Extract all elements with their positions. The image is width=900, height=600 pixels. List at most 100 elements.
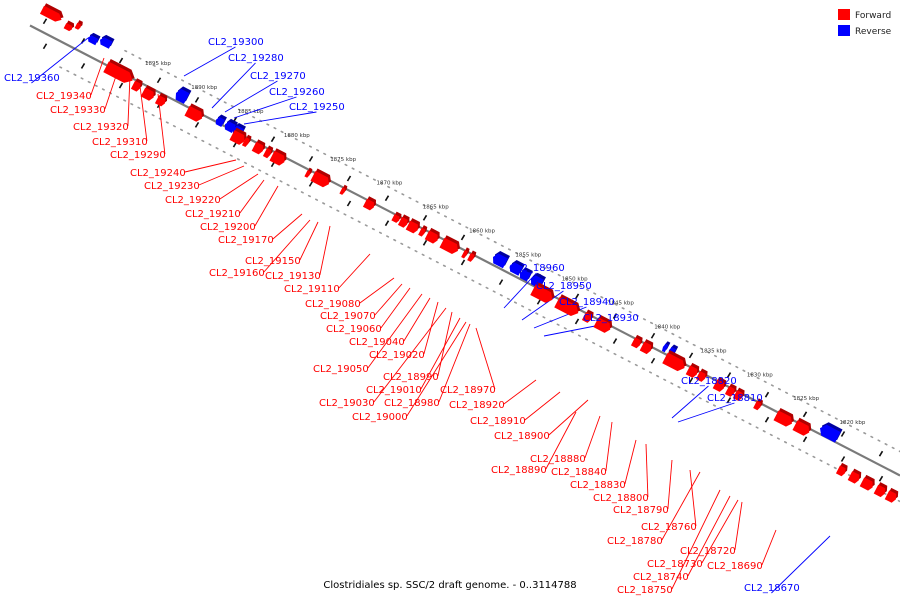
label-leader xyxy=(338,253,371,289)
strand-dash xyxy=(422,214,428,221)
gene-label: CL2_19170 xyxy=(218,235,274,246)
label-leader xyxy=(224,80,278,113)
gene-forward xyxy=(712,376,727,392)
gene-forward xyxy=(241,134,252,147)
gene-label: CL2_19310 xyxy=(92,137,148,148)
label-leader-lines xyxy=(31,37,831,594)
ruler-dotted-line xyxy=(124,49,900,453)
gene-reverse xyxy=(661,341,671,353)
strand-dash xyxy=(840,456,846,462)
gene-reverse xyxy=(215,114,227,127)
gene-label: CL2_18910 xyxy=(470,416,526,427)
label-leader xyxy=(548,399,589,436)
strand-dash xyxy=(80,63,86,69)
gene-forward xyxy=(418,225,428,237)
label-leader xyxy=(239,179,265,214)
gene-reverse xyxy=(820,422,843,443)
gene-label: CL2_18970 xyxy=(440,385,496,396)
label-leader xyxy=(319,225,331,276)
label-leader xyxy=(90,57,105,96)
label-leader xyxy=(272,213,303,240)
gene-label: CL2_19240 xyxy=(130,168,186,179)
gene-label: CL2_19160 xyxy=(209,268,265,279)
legend-forward-label: Forward xyxy=(855,11,891,21)
dotted-guide-lines xyxy=(59,49,900,503)
strand-dash xyxy=(346,200,352,207)
strand-dash xyxy=(802,436,808,443)
gene-reverse xyxy=(100,34,115,49)
label-leader xyxy=(139,85,148,142)
gene-label: CL2_18940 xyxy=(559,297,615,308)
gene-forward xyxy=(630,334,643,349)
label-leader xyxy=(243,111,317,125)
gene-label: CL2_18740 xyxy=(633,572,689,583)
gene-label: CL2_18950 xyxy=(536,281,592,292)
label-leader xyxy=(671,489,721,590)
label-leader xyxy=(254,185,279,227)
gene-label: CL2_18930 xyxy=(583,313,639,324)
kbp-tick-label: 1860 kbp xyxy=(469,229,495,235)
kbp-tick-label: 1870 kbp xyxy=(377,181,403,187)
gene-forward xyxy=(593,314,613,333)
gene-label: CL2_19200 xyxy=(200,222,256,233)
gene-forward xyxy=(397,214,410,228)
label-leader xyxy=(689,469,697,527)
label-leader xyxy=(671,385,709,419)
gene-forward xyxy=(859,474,875,491)
gene-label: CL2_18750 xyxy=(617,585,673,596)
strand-dash xyxy=(688,352,694,359)
gene-forward xyxy=(229,127,247,145)
gene-forward xyxy=(753,398,763,411)
gene-forward xyxy=(184,103,205,122)
strand-dash xyxy=(308,155,314,162)
gene-forward xyxy=(467,250,477,262)
strand-dash xyxy=(840,431,846,437)
strand-dash xyxy=(878,450,884,457)
label-leader xyxy=(521,290,564,321)
gene-reverse xyxy=(519,267,533,282)
gene-label: CL2_18830 xyxy=(570,480,626,491)
gene-forward xyxy=(391,211,402,223)
gene-label: CL2_19360 xyxy=(4,73,60,84)
gene-forward xyxy=(835,462,848,477)
gene-label: CL2_18780 xyxy=(607,536,663,547)
gene-forward xyxy=(130,78,143,92)
strand-dash xyxy=(764,416,770,423)
gene-forward xyxy=(339,184,348,195)
label-leader xyxy=(677,402,735,423)
gene-forward xyxy=(773,407,794,427)
gene-label: CL2_19230 xyxy=(144,181,200,192)
gene-label: CL2_18980 xyxy=(384,398,440,409)
label-leader xyxy=(403,297,431,342)
label-leader xyxy=(524,391,561,421)
gene-label: CL2_19070 xyxy=(320,311,376,322)
gene-label: CL2_19050 xyxy=(313,364,369,375)
label-leader xyxy=(406,321,467,417)
kbp-tick-label: 1840 kbp xyxy=(654,324,680,330)
label-leader xyxy=(211,62,256,109)
gene-forward xyxy=(39,3,64,22)
label-leader xyxy=(184,159,237,173)
strand-dash xyxy=(270,136,276,143)
gene-reverse xyxy=(175,86,192,104)
strand-dash xyxy=(802,411,808,418)
gene-forward xyxy=(304,167,313,178)
gene-forward xyxy=(63,20,75,32)
gene-label: CL2_18670 xyxy=(744,583,800,594)
label-leader xyxy=(545,411,577,470)
gene-forward xyxy=(310,168,331,188)
label-leader xyxy=(31,37,89,84)
gene-label: CL2_19270 xyxy=(250,71,306,82)
label-leader xyxy=(299,221,319,261)
gene-label: CL2_18790 xyxy=(613,505,669,516)
gene-forward xyxy=(554,294,581,317)
label-leader xyxy=(263,219,311,273)
gene-reverse xyxy=(510,260,525,276)
strand-dash xyxy=(460,234,466,241)
kbp-tick-label: 1825 kbp xyxy=(793,396,819,402)
legend-reverse-swatch xyxy=(838,25,850,36)
gene-label: CL2_18690 xyxy=(707,561,763,572)
gene-forward xyxy=(461,247,470,259)
legend-reverse-label: Reverse xyxy=(855,27,892,37)
